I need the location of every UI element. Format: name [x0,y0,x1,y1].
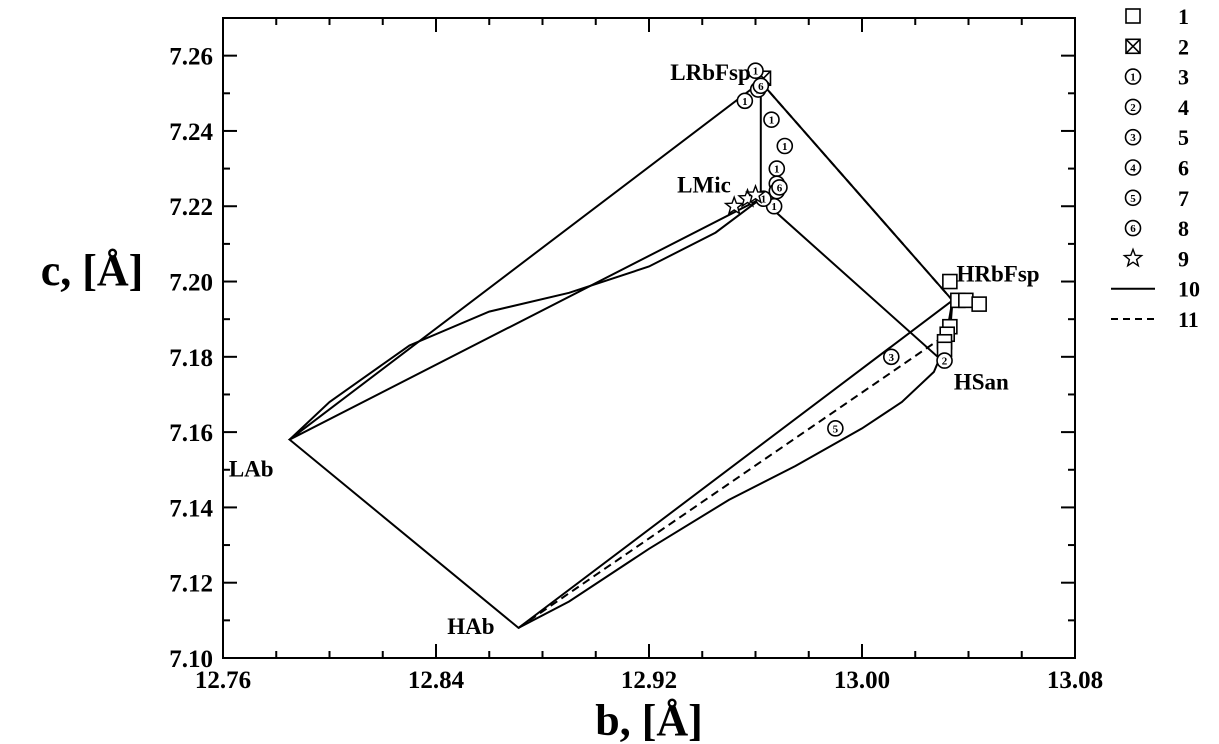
legend-marker-3 [1124,68,1142,85]
series-5-point-digit: 3 [889,352,895,364]
legend-marker-5 [1124,128,1142,146]
legend-label: 3 [1178,65,1189,90]
legend-label: 10 [1178,277,1200,302]
legend-marker-3-digit: 1 [1130,72,1136,84]
series-3-point-digit: 1 [771,201,777,213]
series-3-point-digit: 1 [753,66,759,78]
legend-marker-4 [1124,98,1142,116]
series-5-point [882,348,900,366]
legend-label: 8 [1178,216,1189,241]
series-8-point [752,77,770,95]
x-tick-label: 12.76 [195,667,251,694]
series-3-point-digit: 1 [774,164,780,176]
y-tick-label: 7.14 [169,495,213,522]
series-7-point [827,420,844,437]
series-1-point [942,273,958,290]
series-1-point [958,292,974,309]
legend-marker-4-digit: 2 [1130,102,1136,114]
legend-label: 9 [1178,246,1189,271]
legend-marker-8-digit: 6 [1130,223,1136,235]
series-1-point [971,296,987,312]
legend-marker-7 [1124,189,1142,207]
end-member-label: HSan [954,370,1009,395]
solid-series-line [288,197,762,441]
legend-marker-2-cross [1125,38,1141,54]
end-member-label: HRbFsp [957,261,1040,286]
legend-label: 6 [1178,156,1189,181]
series-4-point-digit: 2 [942,356,948,368]
axis-ticks [222,17,1076,659]
series-3-point [747,62,764,80]
series-8-point [771,179,788,196]
x-tick-label: 13.00 [834,667,890,694]
legend-marker-5-digit: 3 [1130,132,1136,144]
legend-marker-7-digit: 5 [1130,193,1136,205]
series-3-point-digit: 1 [742,96,748,108]
legend-marker-8 [1124,219,1142,237]
legend-label: 5 [1178,125,1189,150]
end-member-label: LAb [229,457,274,482]
y-tick-label: 7.10 [169,646,213,673]
y-tick-label: 7.24 [169,119,213,146]
legend-label: 4 [1178,95,1189,120]
x-tick-label: 12.84 [408,667,465,694]
solid-series-line [287,80,954,630]
series-8-point-digit: 6 [758,81,764,93]
series-3-point [763,111,780,128]
legend: 1 2 1 3 2 4 3 5 4 6 5 7 6 8 9 10 11 [1111,4,1200,332]
legend-label: 1 [1178,4,1189,29]
connecting-lines [287,80,954,630]
end-member-label: HAb [447,614,494,639]
y-tick-label: 7.16 [169,420,213,447]
legend-marker-6 [1124,159,1142,176]
series-3-point [736,92,754,110]
legend-label: 2 [1178,34,1189,59]
series-7-point-digit: 5 [833,423,839,435]
end-member-labels: LRbFsp LMic HRbFsp HSan LAb HAb [229,60,1040,639]
y-axis-title: c, [Å] [41,246,144,295]
series-9-point [723,195,745,216]
series-9-point [744,183,767,204]
legend-label: 7 [1178,186,1189,211]
legend-marker-1 [1125,8,1141,24]
data-points: 111111111234566 [723,62,987,437]
x-axis-title: b, [Å] [595,696,703,744]
legend-marker-6-digit: 4 [1130,163,1136,175]
legend-label: 11 [1178,307,1199,332]
y-tick-label: 7.20 [169,270,213,297]
series-8-point-digit: 6 [777,182,783,194]
series-3-point-digit: 1 [769,115,775,127]
dashed-series-line [760,81,954,302]
tick-labels: 12.76 12.84 12.92 13.00 13.08 7.10 7.12 7.14 7.1… [169,44,1103,694]
series-4-point [936,352,953,369]
series-3-point-digit: 1 [782,141,788,153]
y-tick-label: 7.18 [169,345,213,372]
series-3-point-digit: 1 [761,194,767,206]
dashed-series-line [517,329,954,629]
end-member-label: LMic [677,173,731,198]
series-3-point [776,137,794,155]
x-tick-label: 13.08 [1047,667,1103,694]
y-tick-label: 7.26 [169,44,213,71]
y-tick-label: 7.22 [169,194,213,221]
end-member-label: LRbFsp [670,60,751,85]
y-tick-label: 7.12 [169,571,213,598]
x-tick-label: 12.92 [621,667,677,694]
legend-marker-9 [1122,247,1144,268]
